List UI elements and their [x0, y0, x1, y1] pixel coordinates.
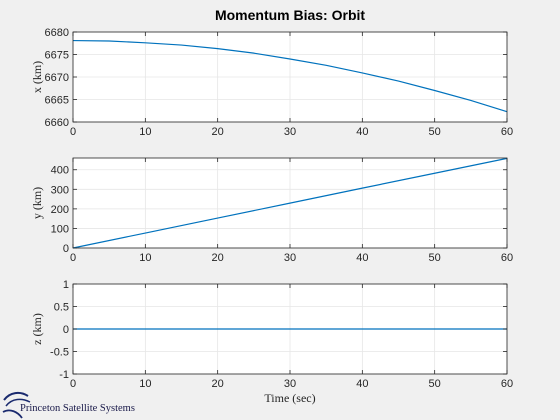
x-tick-label: 30 — [284, 126, 296, 138]
x-tick-label: 60 — [501, 252, 513, 264]
y-tick-label: 6680 — [45, 27, 69, 39]
y-tick-label: 6670 — [45, 72, 69, 84]
x-tick-label: 10 — [139, 252, 151, 264]
y-tick-label: -0.5 — [50, 347, 69, 359]
x-tick-label: 10 — [139, 126, 151, 138]
figure-title: Momentum Bias: Orbit — [215, 7, 365, 23]
axes-1: 0 10 20 30 40 50 60 6660 6665 6670 6675 6680 x (km) — [30, 27, 513, 138]
x-tick-label: 20 — [212, 126, 224, 138]
y-tick-label: 0 — [63, 243, 69, 255]
x-tick-label: 30 — [284, 252, 296, 264]
y-tick-label: 0.5 — [54, 302, 69, 314]
x-tick-label: 0 — [70, 378, 76, 390]
y-tick-label: 1 — [63, 279, 69, 291]
y-tick-label: 6665 — [45, 95, 69, 107]
y-tick-label: 6675 — [45, 50, 69, 62]
x-tick-label: 20 — [212, 252, 224, 264]
y-tick-label: 100 — [51, 223, 69, 235]
y-axis-label: z (km) — [30, 313, 44, 345]
y-tick-label: 400 — [51, 165, 69, 177]
x-tick-label: 10 — [139, 378, 151, 390]
y-tick-label: 6660 — [45, 117, 69, 129]
x-tick-label: 50 — [429, 126, 441, 138]
x-tick-label: 20 — [212, 378, 224, 390]
y-axis-label: x (km) — [30, 61, 44, 93]
y-tick-label: 300 — [51, 184, 69, 196]
y-tick-label: 0 — [63, 324, 69, 336]
x-tick-label: 40 — [356, 378, 368, 390]
x-tick-label: 30 — [284, 378, 296, 390]
x-axis-label: Time (sec) — [264, 391, 315, 405]
x-tick-label: 60 — [501, 126, 513, 138]
x-tick-label: 60 — [501, 378, 513, 390]
x-tick-label: 0 — [70, 252, 76, 264]
logo-text: Princeton Satellite Systems — [20, 403, 135, 414]
y-axis-label: y (km) — [30, 187, 44, 219]
y-tick-label: -1 — [59, 369, 69, 381]
x-tick-label: 40 — [356, 252, 368, 264]
x-tick-label: 50 — [429, 252, 441, 264]
axes-2: 0 10 20 30 40 50 60 0 100 200 300 400 y (km) — [30, 158, 513, 264]
x-tick-label: 0 — [70, 126, 76, 138]
x-tick-label: 40 — [356, 126, 368, 138]
y-tick-label: 200 — [51, 204, 69, 216]
x-tick-label: 50 — [429, 378, 441, 390]
